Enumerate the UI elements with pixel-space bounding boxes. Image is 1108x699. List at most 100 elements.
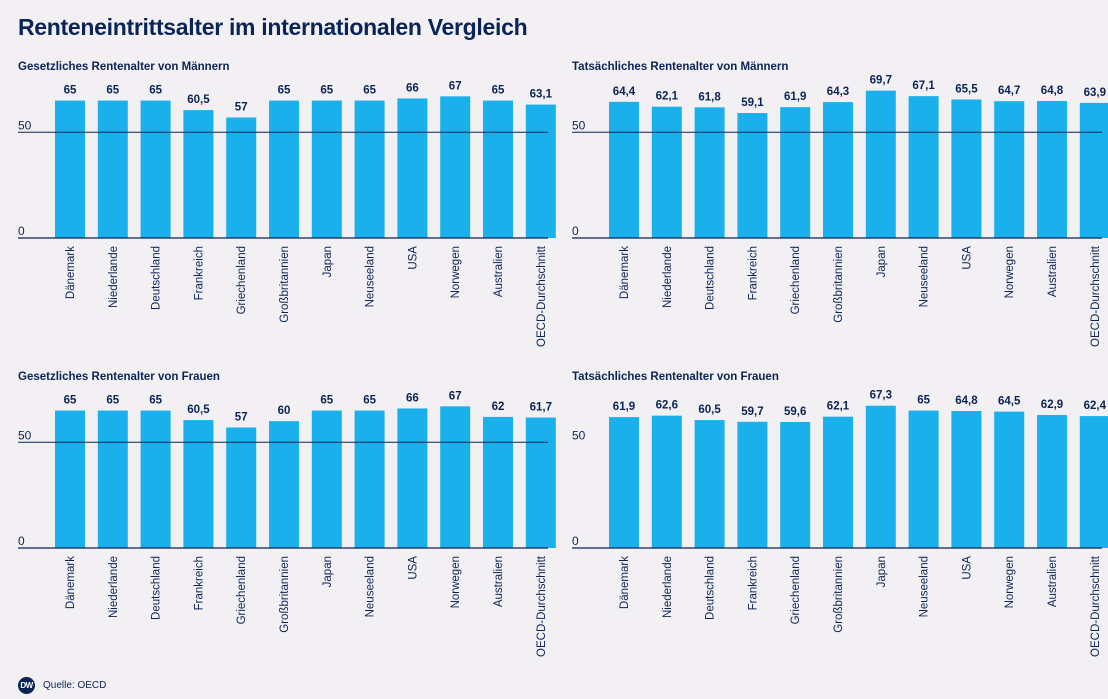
bar-australien — [483, 416, 513, 548]
bar-niederlande — [651, 106, 682, 239]
x-tick-label: Norwegen — [450, 246, 462, 298]
data-label: 60,5 — [187, 404, 210, 416]
bar-usa — [397, 98, 428, 238]
data-label: 61,9 — [784, 91, 806, 103]
y-tick-label: 50 — [572, 428, 586, 442]
x-tick-label: Griechenland — [236, 246, 248, 314]
x-tick-label: Japan — [322, 556, 334, 587]
bar-frankreich — [183, 420, 214, 548]
data-label: 65 — [363, 395, 376, 407]
bar-japan — [865, 90, 896, 239]
y-tick-label: 50 — [18, 118, 32, 132]
bar-oecd-durchschnitt — [525, 417, 556, 548]
x-tick-label: USA — [961, 246, 973, 270]
data-label: 62,4 — [1084, 400, 1107, 412]
bar-australien — [1037, 415, 1067, 548]
x-tick-label: Griechenland — [790, 246, 802, 314]
bar-griechenland — [226, 117, 257, 238]
x-tick-label: Niederlande — [662, 556, 674, 618]
bar-australien — [1037, 100, 1067, 238]
data-label: 65 — [492, 85, 505, 97]
bar-niederlande — [651, 415, 682, 548]
data-label: 62,9 — [1041, 399, 1063, 411]
data-label: 62,1 — [656, 91, 679, 103]
bar-frankreich — [737, 113, 768, 238]
bar-frankreich — [737, 421, 768, 548]
y-tick-label: 0 — [18, 534, 25, 548]
data-label: 67,1 — [912, 80, 935, 92]
data-label: 65 — [320, 395, 333, 407]
x-tick-label: Australien — [493, 246, 505, 297]
data-label: 60 — [278, 405, 291, 417]
data-label: 59,1 — [741, 97, 764, 109]
data-label: 64,3 — [827, 86, 849, 98]
chart-actual-women: Tatsächliches Rentenalter von Frauen 61,9… — [572, 371, 1108, 657]
data-label: 66 — [406, 392, 419, 404]
x-tick-label: Dänemark — [619, 246, 631, 299]
chart-title: Gesetzliches Rentenalter von Männern — [18, 61, 230, 73]
data-label: 65 — [149, 395, 162, 407]
bar-frankreich — [183, 110, 214, 238]
x-tick-label: Frankreich — [747, 246, 759, 300]
x-tick-label: Neuseeland — [919, 246, 931, 307]
bar-japan — [311, 410, 342, 548]
x-tick-label: OECD-Durchschnitt — [536, 245, 548, 347]
chart-actual-men: Tatsächliches Rentenalter von Männern 64,… — [572, 61, 1108, 347]
x-tick-label: Japan — [322, 246, 334, 277]
x-tick-label: Dänemark — [65, 246, 77, 299]
x-tick-label: Deutschland — [705, 246, 717, 310]
x-tick-label: Norwegen — [1004, 246, 1016, 298]
data-label: 57 — [235, 411, 248, 423]
bar-niederlande — [97, 100, 128, 238]
data-label: 64,8 — [1041, 85, 1064, 97]
x-tick-label: OECD-Durchschnitt — [536, 555, 548, 657]
data-label: 60,5 — [698, 404, 721, 416]
data-label: 65 — [106, 395, 119, 407]
data-label: 61,9 — [613, 401, 635, 413]
chart-title: Gesetzliches Rentenalter von Frauen — [18, 371, 220, 383]
bar-neuseeland — [354, 100, 385, 238]
data-label: 67 — [449, 390, 462, 402]
x-tick-label: Dänemark — [619, 556, 631, 609]
y-tick-label: 0 — [18, 224, 25, 238]
x-tick-label: Deutschland — [151, 556, 163, 620]
chart-title: Tatsächliches Rentenalter von Männern — [572, 61, 788, 73]
x-tick-label: USA — [407, 246, 419, 270]
x-tick-label: Frankreich — [193, 556, 205, 610]
x-tick-label: Großbritannien — [833, 246, 845, 323]
x-tick-label: Niederlande — [108, 556, 120, 618]
x-tick-label: Neuseeland — [919, 556, 931, 617]
data-label: 64,5 — [998, 396, 1021, 408]
data-label: 69,7 — [870, 75, 892, 87]
dw-logo-icon: DW — [18, 677, 35, 694]
bar-deutschland — [140, 410, 171, 548]
x-tick-label: Griechenland — [236, 556, 248, 624]
x-tick-label: Frankreich — [193, 246, 205, 300]
bar-usa — [951, 99, 982, 238]
x-tick-label: Japan — [876, 556, 888, 587]
source-note: Quelle: OECD — [43, 680, 107, 691]
bar-norwegen — [994, 411, 1025, 548]
x-tick-label: Norwegen — [1004, 556, 1016, 608]
x-tick-label: Frankreich — [747, 556, 759, 610]
x-tick-label: Neuseeland — [365, 556, 377, 617]
bar-griechenland — [780, 421, 811, 548]
bar-australien — [483, 100, 513, 238]
data-label: 64,4 — [613, 86, 636, 98]
x-tick-label: Japan — [876, 246, 888, 277]
data-label: 63,9 — [1084, 87, 1106, 99]
x-tick-label: Niederlande — [662, 246, 674, 308]
data-label: 65,5 — [955, 84, 978, 96]
x-tick-label: Australien — [1047, 246, 1059, 297]
x-tick-label: Norwegen — [450, 556, 462, 608]
bar-grossbritannien — [269, 421, 299, 548]
data-label: 65 — [917, 395, 930, 407]
y-tick-label: 0 — [572, 534, 579, 548]
data-label: 65 — [64, 395, 77, 407]
bar-grossbritannien — [269, 100, 299, 238]
bar-japan — [865, 405, 896, 548]
bar-norwegen — [440, 96, 471, 238]
y-tick-label: 50 — [18, 428, 32, 442]
bar-usa — [951, 410, 982, 548]
footer: DW Quelle: OECD — [18, 677, 106, 694]
